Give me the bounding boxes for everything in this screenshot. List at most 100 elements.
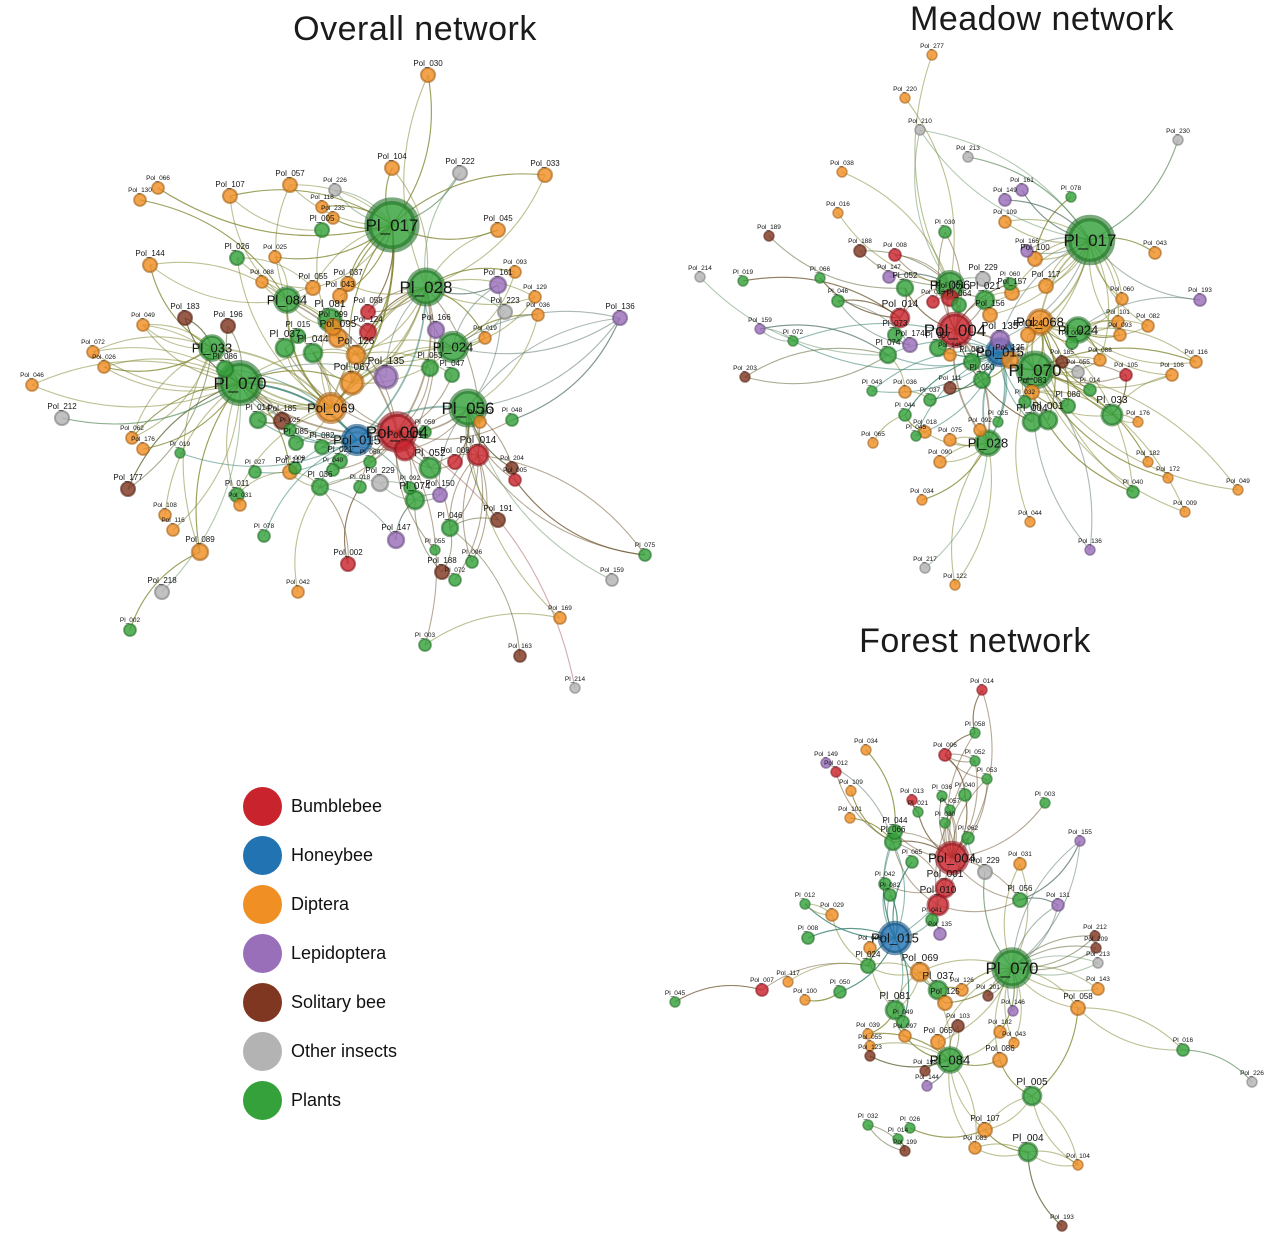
node-label: Pl_037 <box>920 387 941 394</box>
network-node <box>981 306 999 324</box>
network-node <box>832 207 844 219</box>
node-label: Pol_062 <box>120 425 144 432</box>
node-label: Pl_078 <box>254 523 275 530</box>
network-edge <box>787 962 869 983</box>
node-label: Pol_126 <box>338 336 375 347</box>
network-node <box>1020 244 1034 258</box>
network-node <box>1232 484 1244 496</box>
node-label: Pol_172 <box>1156 466 1180 473</box>
node-label: Pol_103 <box>946 1013 970 1020</box>
forest-edges <box>674 689 1253 1227</box>
node-label: Pol_083 <box>1017 376 1047 385</box>
network-node <box>440 518 460 538</box>
node-label: Pl_086 <box>213 352 238 361</box>
node-label: Pol_107 <box>970 1114 1000 1123</box>
network-node <box>1037 409 1059 431</box>
legend-label: Lepidoptera <box>291 943 387 963</box>
network-edge <box>1039 321 1134 493</box>
network-edge <box>471 454 488 563</box>
network-node <box>936 994 954 1012</box>
network-node <box>257 529 271 543</box>
network-node <box>553 611 567 625</box>
network-node <box>1246 1076 1258 1088</box>
node-label: Pol_166 <box>1015 238 1039 245</box>
node-label: Pol_093 <box>1108 322 1132 329</box>
network-node <box>489 221 507 239</box>
network-node <box>418 638 432 652</box>
node-label: Pl_024 <box>856 950 881 959</box>
node-label: Pl_030 <box>935 811 956 818</box>
network-node <box>853 244 867 258</box>
node-label: Pol_009 <box>1173 500 1197 507</box>
node-label: Pol_189 <box>757 224 781 231</box>
network-node <box>273 286 301 314</box>
network-node <box>1065 336 1079 350</box>
network-node <box>968 1141 982 1155</box>
network-edge <box>871 351 1001 393</box>
node-label: Pl_048 <box>502 407 523 414</box>
network-edge <box>1034 347 1197 371</box>
network-edge <box>924 442 989 569</box>
node-label: Pol_182 <box>1136 450 1160 457</box>
network-node <box>1003 277 1017 291</box>
node-label: Pol_031 <box>1008 851 1032 858</box>
network-edge <box>195 382 241 553</box>
node-label: Pl_045 <box>906 424 927 431</box>
network-edge <box>950 442 989 586</box>
network-node <box>962 352 982 372</box>
node-label: Pl_015 <box>286 320 311 329</box>
node-label: Pl_017 <box>1064 231 1117 250</box>
node-label: Pl_086 <box>1056 390 1081 399</box>
network-edge <box>1077 1007 1184 1051</box>
node-label: Pol_277 <box>920 43 944 50</box>
network-node <box>928 338 948 358</box>
node-label: Pol_010 <box>920 885 957 896</box>
node-label: Pol_069 <box>902 953 939 964</box>
network-node <box>198 334 226 362</box>
node-label: Pl_066 <box>810 266 831 273</box>
network-edge <box>294 486 321 593</box>
network-edge <box>841 171 951 286</box>
node-label: Pol_092 <box>968 417 992 424</box>
node-label: Pol_163 <box>508 643 532 650</box>
node-label: Pol_150 <box>425 479 455 488</box>
network-node <box>248 465 262 479</box>
node-label: Pl_072 <box>445 567 466 574</box>
network-node <box>912 806 924 818</box>
network-edge <box>31 360 241 386</box>
node-label: Pol_019 <box>473 325 497 332</box>
node-label: Pol_042 <box>286 579 310 586</box>
network-node <box>799 898 811 910</box>
node-label: Pol_146 <box>1001 999 1025 1006</box>
node-label: Pol_176 <box>131 436 155 443</box>
node-label: Pl_081 <box>314 299 346 310</box>
node-label: Pol_214 <box>688 265 712 272</box>
network-node <box>359 303 377 321</box>
node-label: Pol_043 <box>1002 1031 1026 1038</box>
node-label: Pl_050 <box>830 979 851 986</box>
node-label: Pol_026 <box>92 354 116 361</box>
node-label: Pol_229 <box>970 856 1000 865</box>
node-label: Pol_018 <box>913 419 937 426</box>
network-node <box>888 248 902 262</box>
network-node <box>782 976 794 988</box>
network-node <box>1176 1043 1190 1057</box>
diptera-swatch-icon <box>243 885 282 924</box>
node-label: Pl_008 <box>798 925 819 932</box>
node-label: Pl_060 <box>1000 271 1021 278</box>
node-label: Pl_032 <box>1015 389 1036 396</box>
node-label: Pl_004 <box>1016 403 1048 414</box>
node-label: Pl_021 <box>969 281 1001 292</box>
network-edge <box>319 486 397 541</box>
legend-label: Plants <box>291 1090 342 1110</box>
node-label: Pol_116 <box>1184 349 1208 356</box>
node-label: Pol_199 <box>893 1139 917 1146</box>
node-label: Pol_033 <box>530 159 560 168</box>
network-edge <box>837 300 911 346</box>
node-label: Pol_126 <box>950 977 974 984</box>
network-node <box>992 416 1004 428</box>
node-label: Pl_014 <box>888 1127 909 1134</box>
node-label: Pl_044 <box>895 402 916 409</box>
network-node <box>877 920 913 956</box>
node-label: Pl_024 <box>433 340 473 355</box>
